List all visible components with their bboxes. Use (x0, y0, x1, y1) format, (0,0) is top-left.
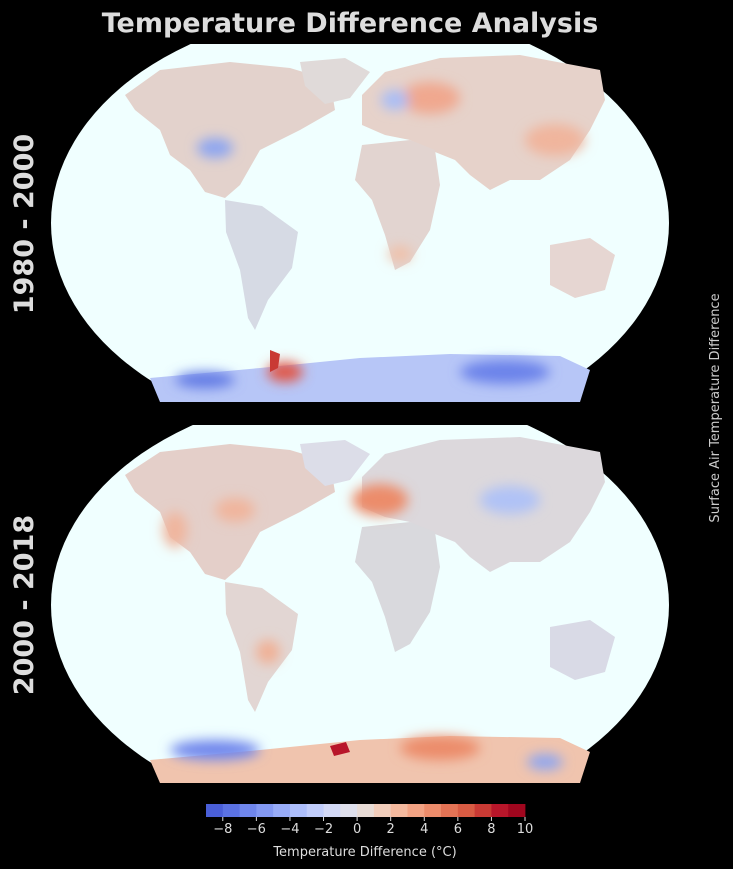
colorbar-block (289, 804, 308, 817)
map-panel-2000-2018 (51, 425, 669, 783)
colorbar-block (441, 804, 459, 817)
colorbar-block (340, 804, 358, 817)
colorbar-block (239, 804, 257, 817)
colorbar-tick-label: 6 (454, 822, 462, 837)
figure-title: Temperature Difference Analysis (102, 8, 599, 39)
panel-label-1980-2000: 1980 - 2000 (9, 134, 40, 314)
colorbar-ticks: −8 −6 −4 −2 0 2 4 6 8 10 (213, 817, 533, 837)
colorbar-tick-label: 8 (487, 822, 495, 837)
temperature-anomaly-patches (163, 484, 563, 770)
colorbar-blocks (206, 804, 526, 817)
colorbar-block (508, 804, 526, 817)
colorbar-block (474, 804, 492, 817)
colorbar-block (206, 804, 224, 817)
colorbar-block (491, 804, 509, 817)
panel-label-2000-2018: 2000 - 2018 (9, 515, 40, 695)
colorbar-block (424, 804, 442, 817)
colorbar-block (222, 804, 240, 817)
colorbar-block (373, 804, 392, 817)
colorbar-block (256, 804, 274, 817)
colorbar: −8 −6 −4 −2 0 2 4 6 8 10 Temperature Difference (… (206, 804, 533, 860)
colorbar-block (306, 804, 324, 817)
temperature-anomaly-patches (175, 82, 585, 388)
colorbar-block (390, 804, 408, 817)
colorbar-tick-label: −6 (247, 822, 266, 837)
colorbar-tick-label: −8 (213, 822, 232, 837)
colorbar-tick-label: 10 (517, 822, 534, 837)
colorbar-block (357, 804, 375, 817)
colorbar-block (323, 804, 341, 817)
colorbar-block (457, 804, 476, 817)
southern-peninsula-hotspot (330, 742, 350, 756)
colorbar-block (407, 804, 425, 817)
colorbar-tick-label: −4 (280, 822, 299, 837)
colorbar-label: Temperature Difference (°C) (272, 845, 456, 860)
side-label: Surface Air Temperature Difference (708, 293, 723, 522)
colorbar-tick-label: 2 (387, 822, 395, 837)
colorbar-tick-label: −2 (314, 822, 333, 837)
map-panel-1980-2000 (51, 44, 669, 402)
colorbar-block (273, 804, 291, 817)
southern-peninsula-hotspot (270, 350, 280, 372)
colorbar-tick-label: 0 (353, 822, 361, 837)
colorbar-tick-label: 4 (420, 822, 428, 837)
